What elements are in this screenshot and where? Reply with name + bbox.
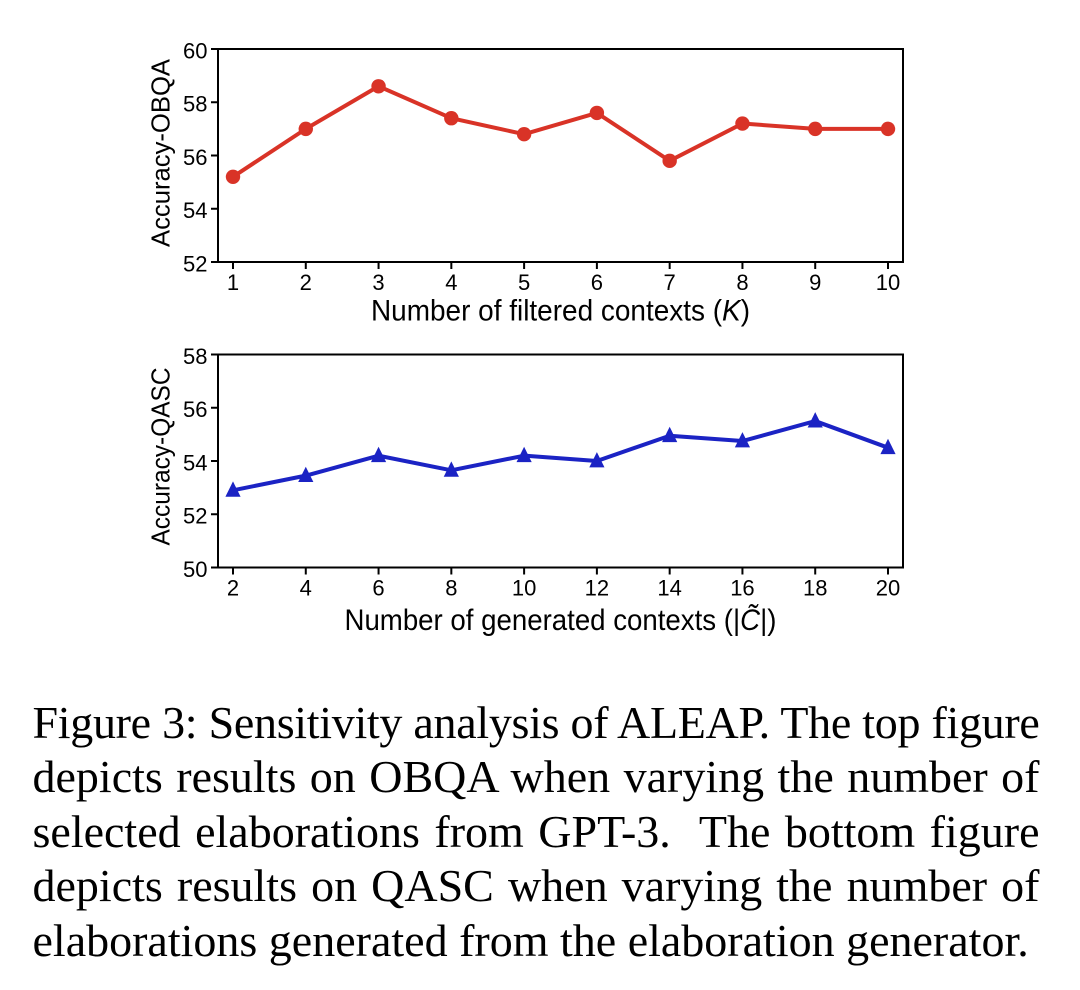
svg-text:4: 4 [300,575,312,600]
svg-text:Number of filtered contexts (K: Number of filtered contexts (K) [371,295,750,328]
svg-text:12: 12 [585,575,609,600]
svg-text:56: 56 [183,145,207,170]
svg-text:60: 60 [183,38,207,63]
svg-text:58: 58 [183,92,207,117]
svg-text:7: 7 [664,270,676,295]
svg-text:4: 4 [445,270,457,295]
svg-text:14: 14 [657,575,681,600]
svg-text:52: 52 [183,504,207,529]
svg-text:2: 2 [227,575,239,600]
svg-text:8: 8 [445,575,457,600]
svg-text:52: 52 [183,251,207,276]
svg-text:20: 20 [876,575,900,600]
svg-text:Accuracy-QASC: Accuracy-QASC [146,368,176,546]
svg-text:8: 8 [736,270,748,295]
svg-text:9: 9 [809,270,821,295]
svg-text:16: 16 [730,575,754,600]
svg-text:6: 6 [372,575,384,600]
svg-text:2: 2 [300,270,312,295]
svg-text:18: 18 [803,575,827,600]
svg-text:6: 6 [591,270,603,295]
svg-text:5: 5 [518,270,530,295]
svg-text:1: 1 [227,270,239,295]
svg-text:Number of generated contexts (: Number of generated contexts (|C̃|) [345,604,777,637]
svg-text:10: 10 [512,575,536,600]
svg-text:3: 3 [372,270,384,295]
svg-text:54: 54 [183,198,207,223]
svg-text:58: 58 [183,344,207,369]
svg-text:54: 54 [183,450,207,475]
svg-text:10: 10 [876,270,900,295]
svg-text:56: 56 [183,397,207,422]
svg-text:Accuracy-OBQA: Accuracy-OBQA [146,58,176,247]
svg-text:50: 50 [183,557,207,582]
